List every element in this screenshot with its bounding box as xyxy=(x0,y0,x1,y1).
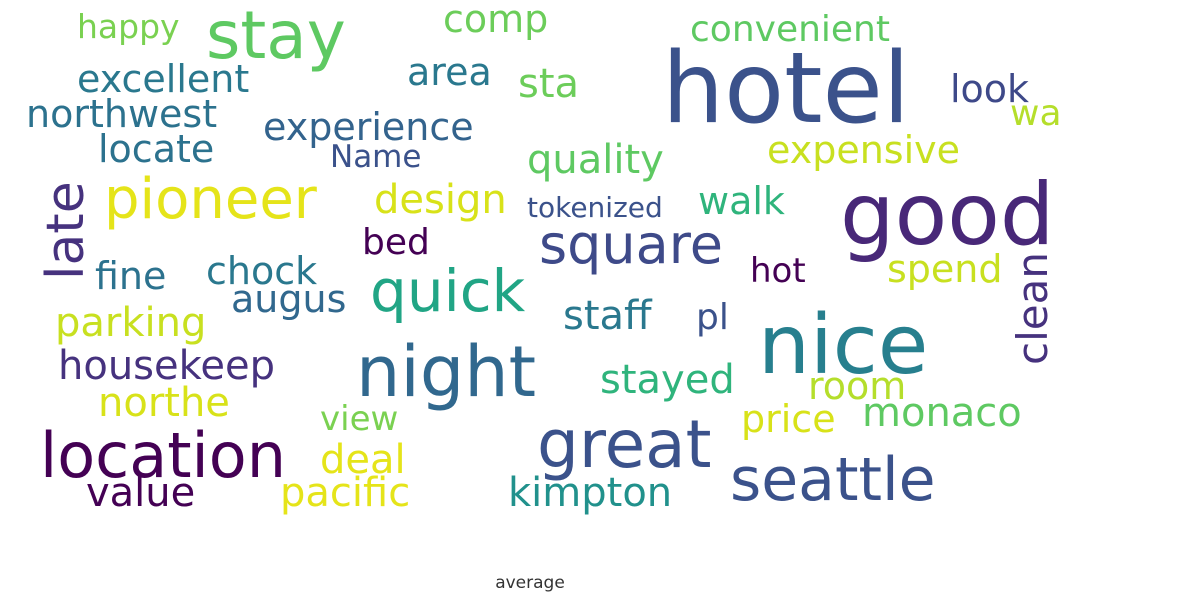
word-northe: northe xyxy=(98,380,230,426)
word-kimpton: kimpton xyxy=(508,470,673,516)
word-convenient: convenient xyxy=(690,9,890,50)
word-bed: bed xyxy=(362,222,430,263)
word-wa: wa xyxy=(1010,93,1062,134)
word-tokenized: tokenized xyxy=(527,191,663,224)
word-view: view xyxy=(320,399,399,439)
caption-label: average xyxy=(495,573,565,593)
word-square: square xyxy=(539,213,723,276)
word-late-vertical: late xyxy=(36,145,96,280)
word-cloud: hotel good nice night location great sea… xyxy=(26,0,1062,516)
word-design: design xyxy=(374,177,507,223)
word-name: Name xyxy=(330,139,422,175)
word-clean: clean xyxy=(1008,252,1057,365)
word-night: night xyxy=(356,331,537,413)
word-good: good xyxy=(840,165,1055,265)
word-chock: chock xyxy=(206,249,318,293)
word-location: location xyxy=(40,419,287,492)
word-housekeep: housekeep xyxy=(58,343,275,389)
word-comp: comp xyxy=(443,0,549,41)
word-seattle: seattle xyxy=(730,445,936,515)
word-pioneer: pioneer xyxy=(104,167,317,232)
word-quick: quick xyxy=(370,257,526,325)
word-spend: spend xyxy=(887,247,1003,291)
word-expensive: expensive xyxy=(767,128,961,172)
word-quality: quality xyxy=(527,137,664,183)
word-fine: fine xyxy=(95,254,167,298)
word-experience: experience xyxy=(263,105,474,149)
word-clean-vertical: clean xyxy=(1008,240,1057,365)
word-deal: deal xyxy=(320,437,406,483)
word-price: price xyxy=(741,397,836,441)
word-stay: stay xyxy=(206,0,346,74)
word-stayed: stayed xyxy=(600,357,735,403)
word-look: look xyxy=(950,67,1030,111)
word-excellent: excellent xyxy=(77,57,250,101)
word-happy: happy xyxy=(77,7,180,46)
word-sta: sta xyxy=(518,61,580,107)
word-pacific: pacific xyxy=(280,470,411,516)
word-hotel: hotel xyxy=(662,32,911,146)
word-monaco: monaco xyxy=(862,390,1022,436)
word-value: value xyxy=(86,470,196,516)
word-parking: parking xyxy=(55,300,207,346)
word-great: great xyxy=(537,406,712,483)
word-locate: locate xyxy=(98,127,215,171)
word-pl: pl xyxy=(696,297,729,338)
word-staff: staff xyxy=(563,293,652,339)
word-walk: walk xyxy=(698,179,785,223)
word-nice: nice xyxy=(758,298,929,393)
word-room: room xyxy=(808,364,907,408)
word-area: area xyxy=(407,50,492,94)
word-hot: hot xyxy=(750,251,806,291)
word-late: late xyxy=(36,181,96,280)
word-augus: augus xyxy=(231,277,347,321)
word-northwest: northwest xyxy=(26,92,218,136)
